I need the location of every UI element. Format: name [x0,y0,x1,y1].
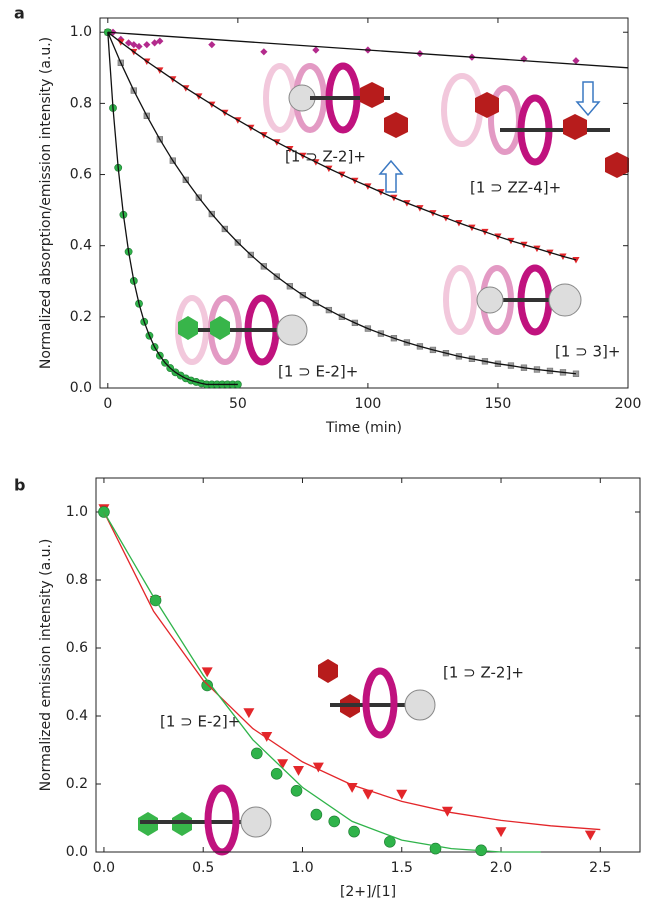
y-tick-label: 1.0 [70,24,92,40]
x-tick-label: 2.5 [589,860,611,876]
diamond-marker [135,42,143,51]
fit-line [103,511,601,831]
triangle-marker [261,732,273,742]
triangle-marker [584,830,596,841]
fit-line [107,31,577,375]
diamond-marker [260,48,268,56]
series-label: [1 ⊃ Z-2]+ [285,148,366,166]
circle-marker [290,784,303,797]
y-tick-label: 0.8 [66,572,88,588]
y-tick-label: 0.4 [66,708,88,724]
panel-letter: a [14,4,25,23]
molecule-b-e2 [138,784,272,856]
triangle-marker [396,789,408,800]
series-label: [1 ⊃ Z-2]+ [443,664,524,682]
diamond-marker [520,55,528,63]
x-tick-label: 150 [485,396,512,412]
triangle-marker [277,759,289,770]
molecule-b-z2 [318,659,436,739]
molecule-z2 [263,62,408,138]
y-axis-label: Normalized emission intensity (a.u.) [38,539,54,792]
fit-line [103,511,541,853]
molecule-zz4 [441,73,629,178]
x-axis-label: [2+]/[1] [340,884,396,900]
triangle-marker [572,257,580,264]
diamond-marker [312,46,320,54]
triangle-marker [243,708,255,719]
triangle-marker [495,827,507,838]
circle-marker [348,825,360,838]
triangle-marker [293,766,305,776]
x-tick-label: 200 [615,396,642,412]
molecule-3 [443,264,582,336]
panel-letter: b [14,476,25,495]
x-tick-label: 1.5 [391,860,413,876]
series-label: [1 ⊃ 3]+ [555,343,620,361]
fit-line [107,32,238,386]
x-tick-label: 0 [103,396,112,412]
fit-line [107,31,577,261]
fit-line [107,31,629,69]
diamond-marker [208,41,216,49]
y-tick-label: 0.8 [70,95,92,111]
arrow-down [575,81,601,117]
plot-frame [99,17,629,389]
diamond-marker [572,57,580,65]
triangle-marker [312,762,324,773]
y-tick-label: 0.4 [70,238,92,254]
circle-marker [310,808,323,821]
arrow-up [378,159,404,193]
series-label: [1 ⊃ ZZ-4]+ [470,179,561,197]
circle-marker [251,747,263,760]
y-tick-label: 0.0 [70,380,92,396]
y-tick-label: 0.2 [70,309,92,325]
illustrations [138,62,629,856]
x-tick-label: 50 [229,396,247,412]
x-tick-label: 1.0 [291,860,313,876]
triangle-marker [362,789,374,800]
circle-marker [328,815,341,828]
y-tick-label: 0.0 [66,844,88,860]
circle-marker [384,835,396,848]
y-tick-label: 0.6 [70,167,92,183]
triangle-marker [201,667,213,678]
x-tick-label: 100 [355,396,382,412]
x-tick-label: 2.0 [490,860,512,876]
x-tick-label: 0.5 [192,860,214,876]
series-label: [1 ⊃ E-2]+ [160,713,240,731]
circle-marker [270,767,283,780]
x-axis-label: Time (min) [325,420,402,436]
series-label: [1 ⊃ E-2]+ [278,363,358,381]
y-tick-label: 1.0 [66,504,88,520]
diamond-marker [156,37,164,45]
molecule-e2 [175,294,308,366]
y-axis-label: Normalized absorption/emission intensity… [38,37,54,369]
x-tick-label: 0.0 [93,860,115,876]
y-tick-label: 0.6 [66,640,88,656]
diamond-marker [143,41,151,49]
y-tick-label: 0.2 [66,776,88,792]
plot-frame [95,477,641,853]
